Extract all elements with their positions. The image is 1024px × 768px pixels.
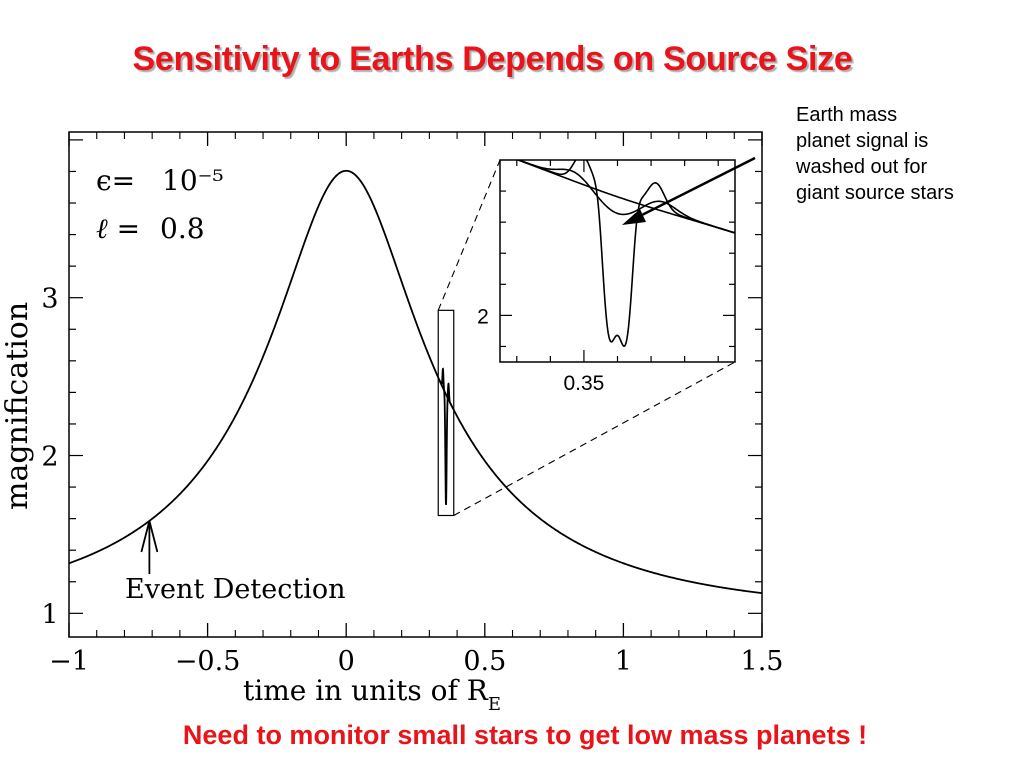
l-label: ℓ = <box>96 212 140 245</box>
y-tick-label: 3 <box>41 284 58 315</box>
epsilon-label: ϵ= <box>96 164 135 197</box>
inset-curve-giant-source <box>515 160 735 234</box>
inset-curves <box>515 160 735 347</box>
light-curve <box>69 169 762 595</box>
slide-title: Sensitivity to Earths Depends on Source … <box>132 40 853 78</box>
planet-signal <box>438 367 454 505</box>
inset-tick-labels: 0.35 2 <box>477 305 604 395</box>
y-tick-label: 2 <box>41 442 58 473</box>
y-tick-label: 1 <box>41 599 58 630</box>
y-axis-label: magnification <box>0 302 35 510</box>
epsilon-value: 10⁻⁵ <box>162 164 224 197</box>
event-arrow-head <box>140 520 159 553</box>
event-detection-label: Event Detection <box>125 574 345 605</box>
zoom-connector <box>453 361 736 516</box>
event-detection-arrow <box>140 520 159 574</box>
x-axis-label-subscript: E <box>488 694 501 715</box>
x-axis-label: time in units of RE <box>243 674 501 715</box>
inset-curve-medium-source <box>516 160 735 234</box>
pointer-arrow-head <box>622 209 646 225</box>
inset-background <box>500 160 735 362</box>
main-ticks <box>68 132 763 637</box>
x-tick-label: −1 <box>49 646 89 677</box>
x-tick-label: 1 <box>615 646 632 677</box>
zoom-connector <box>437 159 501 311</box>
side-note: Earth mass planet signal is washed out f… <box>796 102 1016 206</box>
zoom-highlight-box <box>437 309 455 517</box>
x-axis-label-text: time in units of R <box>243 674 489 707</box>
x-tick-label: 0.5 <box>463 646 506 677</box>
side-note-line: planet signal is <box>796 130 929 152</box>
side-note-line: giant source stars <box>796 182 954 204</box>
side-note-line: Earth mass <box>796 104 898 126</box>
inset-y-tick-label: 2 <box>477 305 489 328</box>
inset-x-tick-label: 0.35 <box>563 372 604 395</box>
x-tick-label: 0 <box>338 646 355 677</box>
x-tick-label: −0.5 <box>175 646 241 677</box>
plot-frame <box>68 131 763 638</box>
bottom-note: Need to monitor small stars to get low m… <box>182 720 868 750</box>
main-tick-labels: −1 −0.5 0 0.5 1 1.5 1 2 3 <box>41 284 783 677</box>
inset-ticks <box>500 160 735 362</box>
x-tick-label: 1.5 <box>741 646 784 677</box>
pointer-arrow <box>627 156 756 224</box>
l-value: 0.8 <box>160 212 205 245</box>
side-note-line: washed out for <box>796 156 928 178</box>
